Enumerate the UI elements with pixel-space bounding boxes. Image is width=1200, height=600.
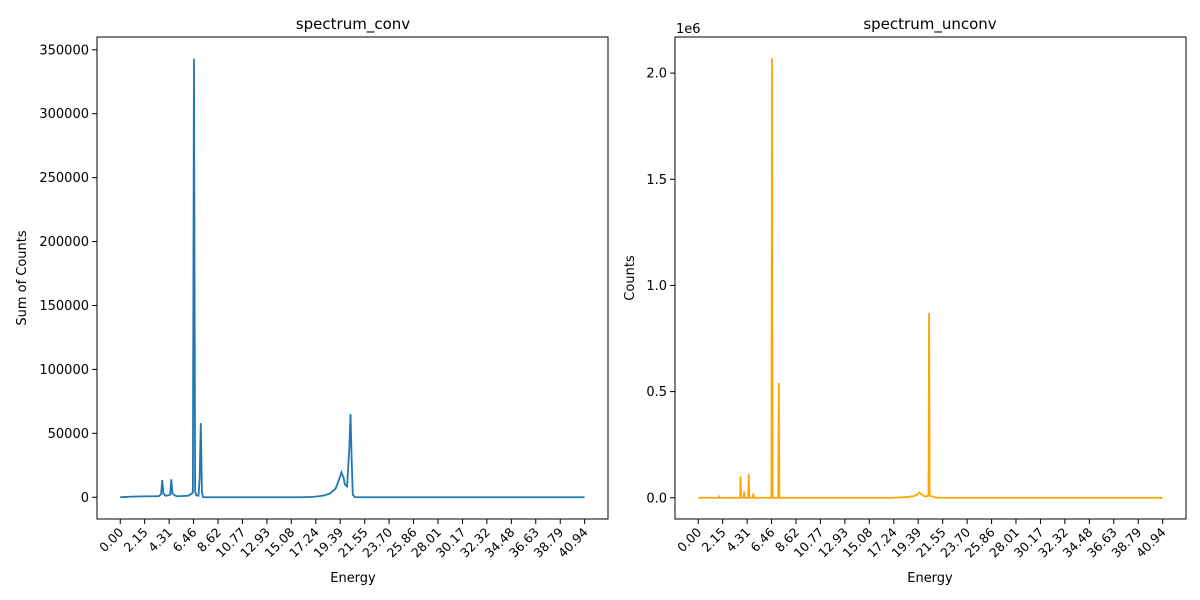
y-axis: 0.0 0.5 1.0 1.5 2.0 bbox=[646, 67, 675, 506]
y-tick-label: 350000 bbox=[39, 43, 89, 58]
y-scale-label: 1e6 bbox=[676, 22, 701, 37]
y-tick-label: 100000 bbox=[39, 363, 89, 378]
y-tick-label: 150000 bbox=[39, 299, 89, 314]
y-axis-label: Sum of Counts bbox=[15, 230, 30, 326]
chart-title: spectrum_unconv bbox=[863, 15, 996, 34]
y-tick-label: 200000 bbox=[39, 235, 89, 250]
y-tick-label: 1.5 bbox=[646, 173, 667, 188]
y-tick-label: 250000 bbox=[39, 171, 89, 186]
y-tick-label: 0 bbox=[81, 491, 89, 506]
y-tick-label: 1.0 bbox=[646, 279, 667, 294]
y-tick-label: 2.0 bbox=[646, 67, 667, 82]
y-axis: 0 50000 100000 150000 200000 250000 300000 3500… bbox=[39, 43, 97, 506]
series-line bbox=[120, 58, 585, 499]
y-tick-label: 0.0 bbox=[646, 491, 667, 506]
plot-area-frame bbox=[674, 36, 1187, 520]
chart-title: spectrum_conv bbox=[296, 15, 410, 34]
y-tick-label: 50000 bbox=[48, 427, 89, 442]
plot-area-frame bbox=[96, 36, 609, 520]
series-line bbox=[698, 58, 1163, 499]
x-axis-label: Energy bbox=[907, 571, 953, 586]
y-axis-label: Counts bbox=[623, 255, 638, 301]
x-axis-label: Energy bbox=[330, 571, 376, 586]
y-tick-label: 300000 bbox=[39, 107, 89, 122]
y-tick-label: 0.5 bbox=[646, 385, 667, 400]
